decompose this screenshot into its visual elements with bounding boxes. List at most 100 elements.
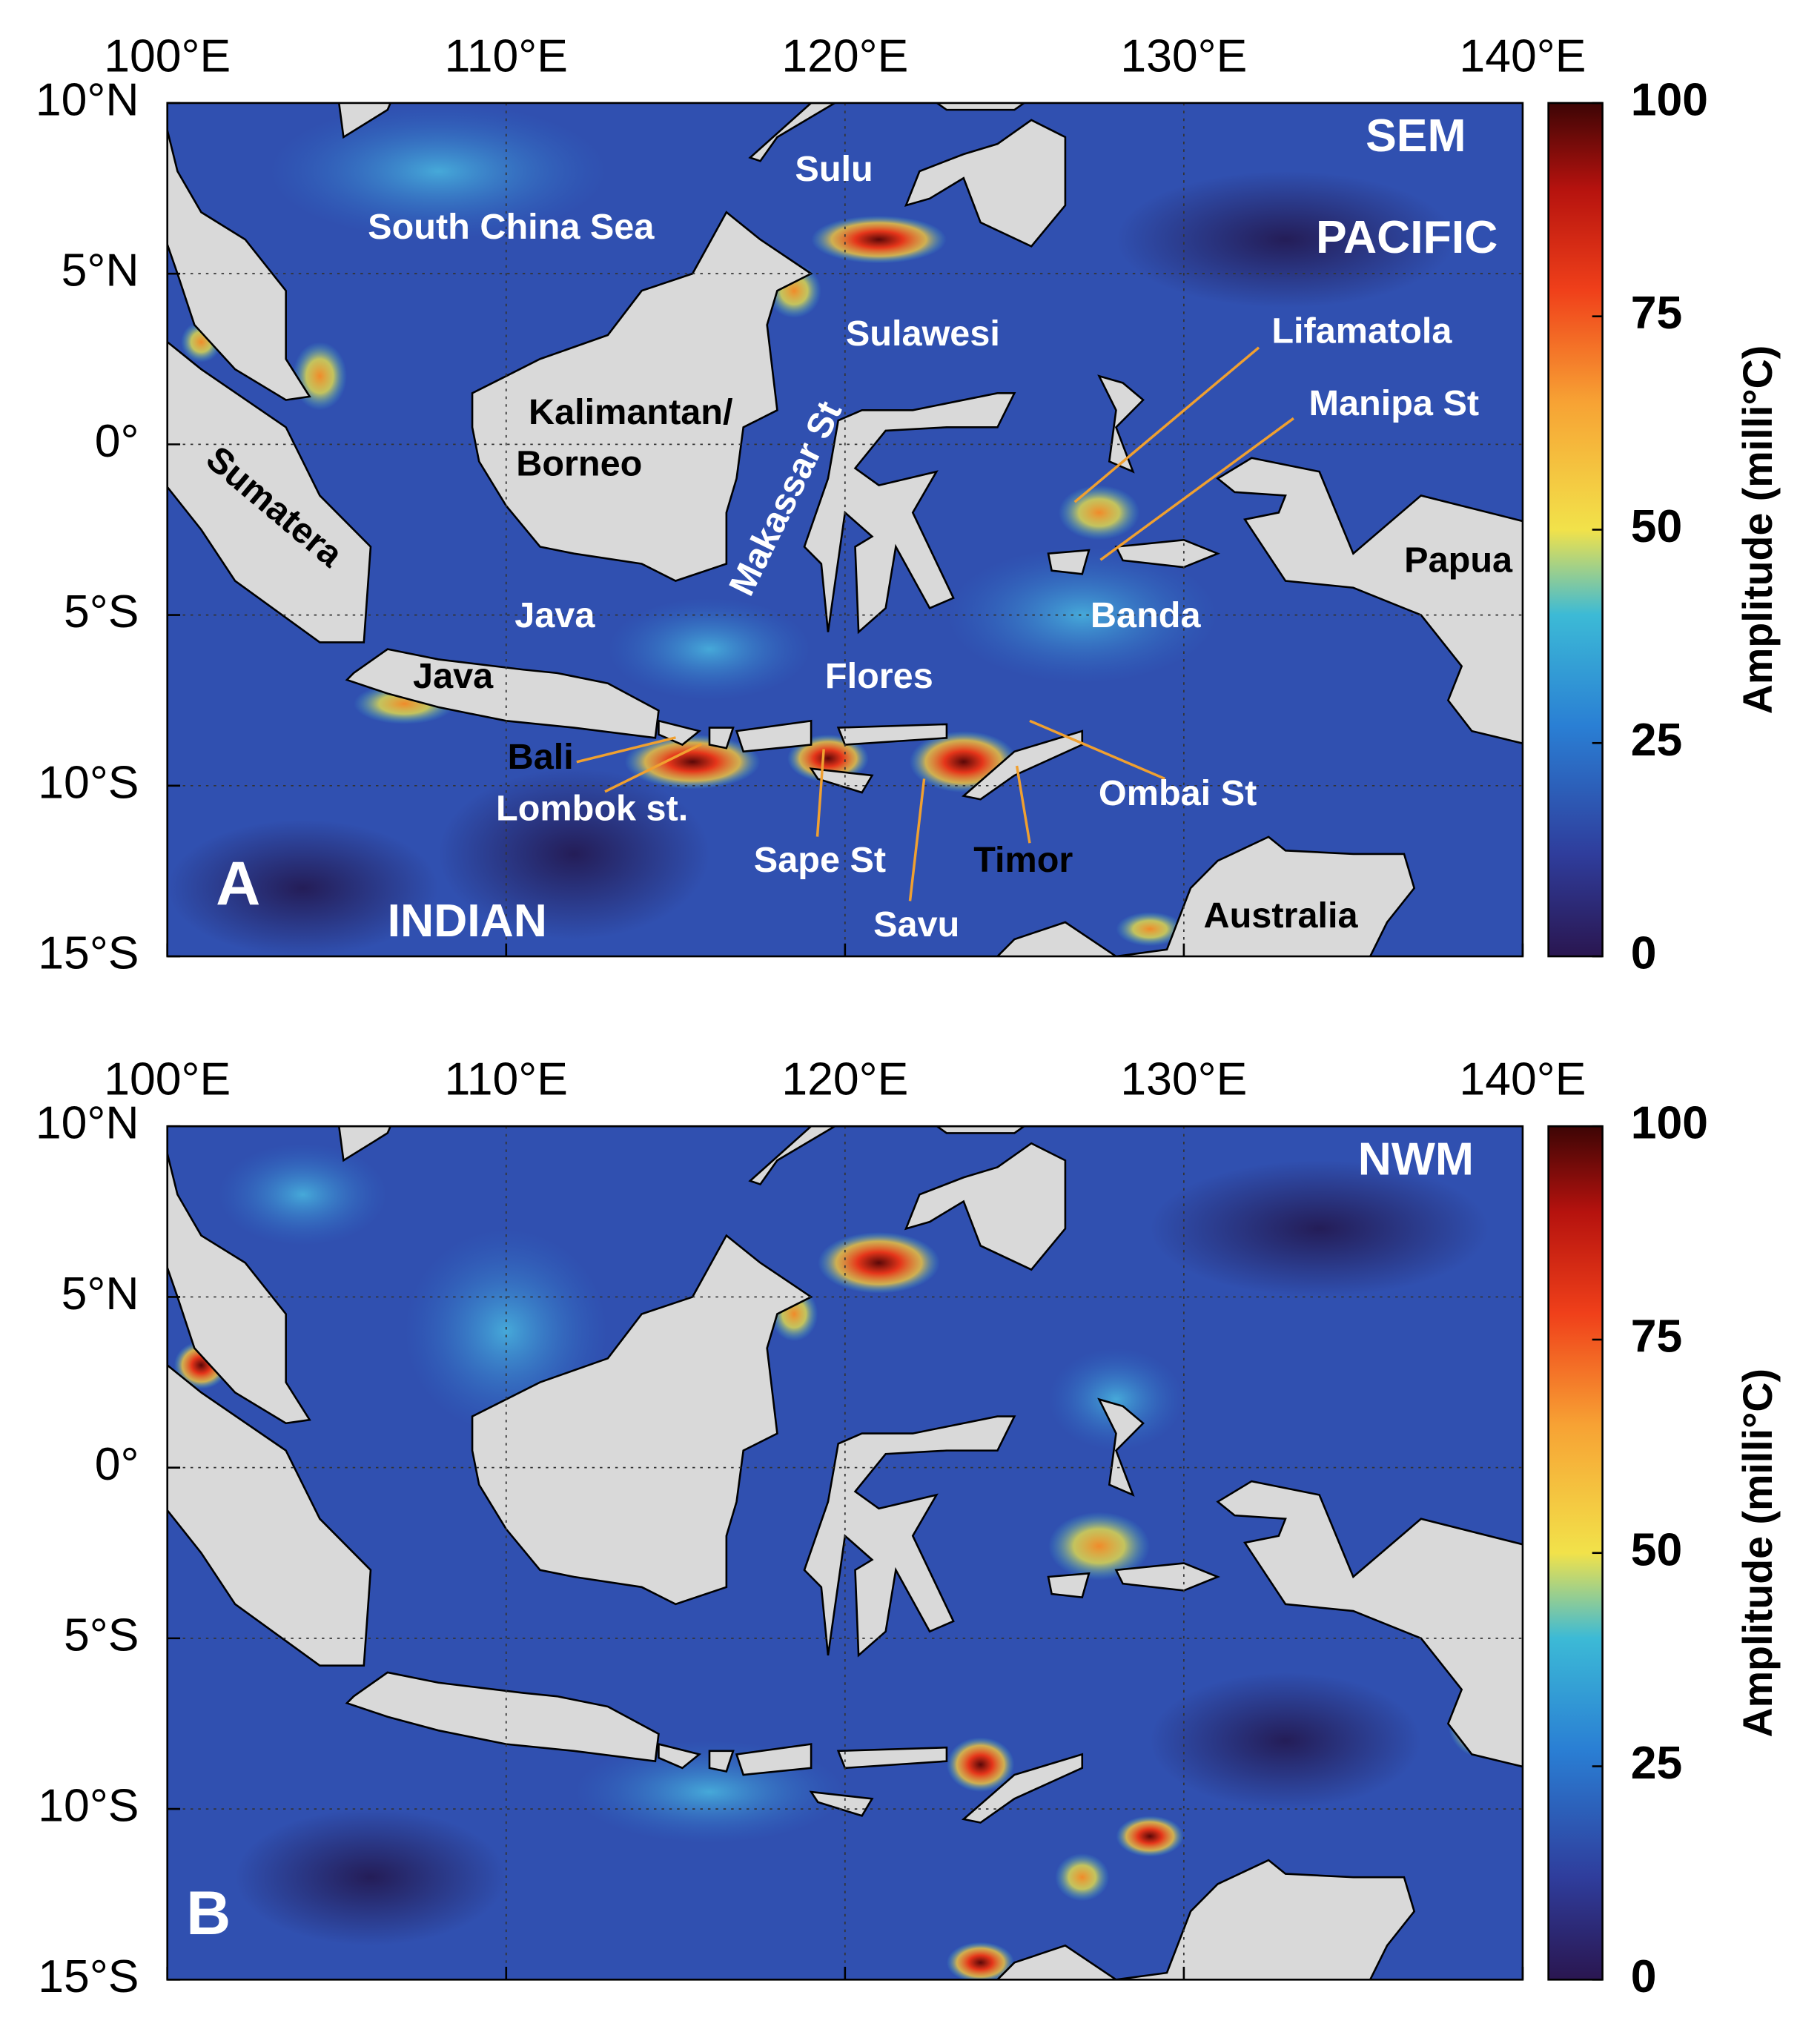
place-label: Papua xyxy=(1404,540,1513,580)
amplitude-field xyxy=(946,546,1218,684)
land xyxy=(337,1126,392,1162)
land xyxy=(904,1142,1067,1271)
land xyxy=(836,723,948,746)
land xyxy=(345,1671,660,1763)
x-tick-label: 140°E xyxy=(1459,30,1586,82)
land xyxy=(803,391,1016,635)
amplitude-field xyxy=(1150,1160,1489,1297)
land xyxy=(735,1743,813,1776)
place-label: Australia xyxy=(1204,896,1359,936)
place-label: Manipa St xyxy=(1309,383,1480,423)
colorbar-tick-label: 25 xyxy=(1631,714,1683,766)
x-tick-label: 130°E xyxy=(1120,30,1247,82)
amplitude-field xyxy=(1116,1816,1184,1857)
mode-label: NWM xyxy=(1358,1133,1474,1185)
place-label: Savu xyxy=(873,904,959,944)
place-label: PACIFIC xyxy=(1316,211,1498,263)
land xyxy=(735,719,813,753)
place-label: South China Sea xyxy=(368,207,655,247)
x-tick-label: 140°E xyxy=(1459,1053,1586,1105)
land xyxy=(1114,1562,1221,1592)
land xyxy=(708,1750,735,1773)
colorbar-tick-label: 100 xyxy=(1631,73,1708,125)
colorbar-tick-label: 75 xyxy=(1631,1311,1683,1363)
land xyxy=(961,729,1084,801)
amplitude-field xyxy=(292,342,347,411)
land xyxy=(996,1859,1416,1980)
y-tick-label: 5°S xyxy=(64,1609,139,1661)
land xyxy=(961,1753,1084,1824)
colorbar-tick-label: 50 xyxy=(1631,1523,1683,1575)
land xyxy=(708,727,735,750)
land xyxy=(748,1126,837,1186)
land xyxy=(935,102,1026,111)
amplitude-field xyxy=(1048,1512,1151,1581)
mode-label: SEM xyxy=(1366,110,1466,162)
leader-line xyxy=(1073,346,1260,503)
amplitude-field xyxy=(438,768,709,940)
colorbar-tick-label: 75 xyxy=(1631,287,1683,339)
land xyxy=(167,126,311,401)
colorbar-tick-label: 0 xyxy=(1631,927,1657,979)
amplitude-field xyxy=(1116,171,1455,308)
place-label: Java xyxy=(413,656,494,696)
y-tick-label: 10°S xyxy=(38,756,139,808)
map-area xyxy=(167,102,1523,957)
place-label: Flores xyxy=(825,656,933,696)
leader-line xyxy=(1029,719,1165,781)
colorbar-label: Amplitude (milli°C) xyxy=(1735,345,1781,714)
land xyxy=(836,1746,948,1770)
place-label: Kalimantan/ xyxy=(529,392,733,432)
place-label: INDIAN xyxy=(388,895,547,947)
place-label: Borneo xyxy=(516,443,642,483)
leader-line xyxy=(908,778,926,901)
leader-line xyxy=(815,749,825,837)
land xyxy=(809,767,874,794)
land xyxy=(748,102,837,162)
amplitude-field xyxy=(946,1737,1015,1793)
amplitude-field xyxy=(1150,1672,1421,1810)
x-tick-label: 110°E xyxy=(445,30,568,82)
place-label: Sulawesi xyxy=(846,314,1000,354)
place-label: Lombok st. xyxy=(496,789,688,829)
place-label: Java xyxy=(514,595,595,635)
land xyxy=(1216,1480,1523,1768)
colorbar-tick-label: 0 xyxy=(1631,1950,1657,2002)
x-tick-label: 130°E xyxy=(1120,1053,1247,1105)
land xyxy=(167,340,372,643)
y-tick-label: 5°N xyxy=(62,245,139,297)
amplitude-field xyxy=(1048,1348,1184,1451)
panel-label: A xyxy=(216,849,260,918)
colorbar-tick-label: 50 xyxy=(1631,500,1683,552)
amplitude-field xyxy=(167,819,439,957)
map-frame xyxy=(166,102,1524,958)
land xyxy=(904,119,1067,248)
land xyxy=(337,102,392,139)
land xyxy=(471,1234,813,1606)
place-label: Sape St xyxy=(754,840,886,880)
map-panel: 100°E 110°E 120°E 130°E 140°E 10°N 5°N 0° 5°S 10°… xyxy=(36,30,1781,979)
y-tick-label: 10°N xyxy=(36,73,139,125)
land xyxy=(167,1363,372,1667)
amplitude-field xyxy=(946,1942,1015,1980)
amplitude-field xyxy=(1058,485,1140,540)
y-tick-label: 15°S xyxy=(38,927,139,979)
land xyxy=(167,1149,311,1425)
amplitude-field xyxy=(607,598,812,701)
x-tick-label: 120°E xyxy=(781,30,908,82)
land xyxy=(1047,1572,1091,1599)
amplitude-field xyxy=(818,1231,940,1294)
amplitude-field xyxy=(235,1809,506,1946)
x-tick-label: 100°E xyxy=(104,1053,231,1105)
place-label: Lifamatola xyxy=(1271,311,1452,351)
amplitude-field xyxy=(1116,912,1184,947)
map-panel: 100°E 110°E 120°E 130°E 140°E 10°N 5°N 0° 5°S 10°… xyxy=(36,1053,1781,2002)
place-label: Ombai St xyxy=(1099,773,1257,813)
land xyxy=(1097,1397,1145,1497)
colorbar-tick-label: 100 xyxy=(1631,1097,1708,1149)
land xyxy=(809,1790,874,1817)
land xyxy=(935,1126,1026,1134)
land xyxy=(471,211,813,582)
place-label: Sulu xyxy=(795,149,873,189)
